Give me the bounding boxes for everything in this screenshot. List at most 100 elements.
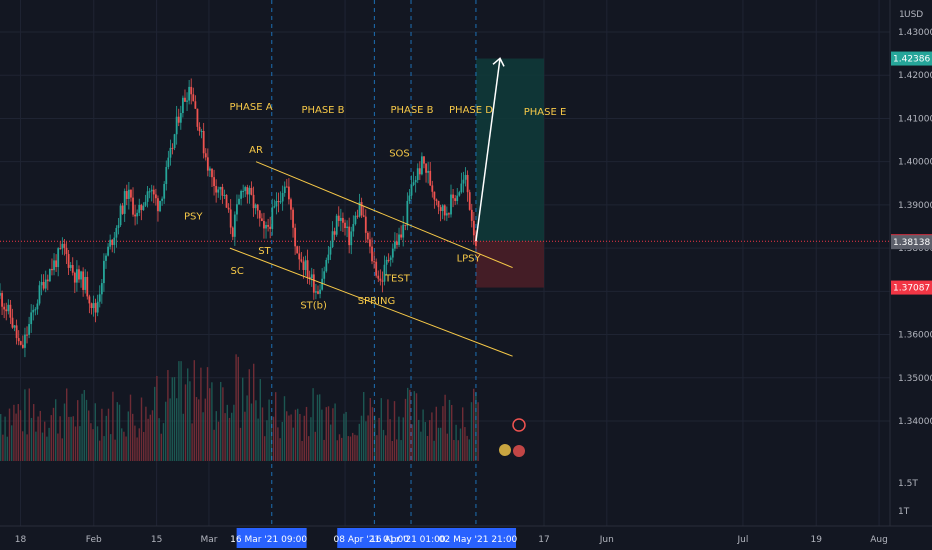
volume-bar <box>292 427 294 461</box>
candle-body <box>356 215 359 217</box>
candle-body <box>113 237 116 245</box>
candle-body <box>86 276 89 297</box>
volume-bar <box>374 415 376 461</box>
event-flag-icon[interactable] <box>499 444 511 456</box>
candle-body <box>217 189 220 193</box>
candle-body <box>165 166 168 185</box>
candle-body <box>454 198 457 201</box>
candle-body <box>435 199 438 201</box>
candle-body <box>400 234 403 238</box>
volume-bar <box>272 416 275 461</box>
phase-label: PHASE D <box>449 105 493 116</box>
volume-bar <box>404 398 407 461</box>
event-flag-icon[interactable] <box>513 445 525 457</box>
event-marker-icon[interactable] <box>512 418 526 432</box>
candle-body <box>344 222 346 229</box>
volume-bar <box>365 421 367 461</box>
candle-body <box>115 227 118 238</box>
volume-bar <box>444 394 446 461</box>
volume-bar <box>213 429 215 461</box>
volume-bar <box>180 361 182 461</box>
volume-bar <box>294 409 297 461</box>
candle-body <box>396 241 398 245</box>
volume-bar <box>235 354 237 461</box>
volume-bar <box>204 398 206 461</box>
volume-bar <box>316 394 319 461</box>
candle-body <box>339 217 342 221</box>
volume-bar <box>156 375 158 461</box>
x-highlight-label: 16 Mar '21 09:00 <box>230 535 307 545</box>
candle-body <box>335 215 338 235</box>
candle-body <box>100 283 103 295</box>
volume-bar <box>429 420 431 461</box>
volume-bar <box>90 423 92 461</box>
volume-bar <box>275 392 277 461</box>
volume-tick-label: 1T <box>898 507 910 517</box>
candle-body <box>246 187 249 195</box>
candle-body <box>433 191 436 200</box>
volume-bar <box>233 404 235 461</box>
volume-bar <box>352 432 354 461</box>
volume-bar <box>371 407 374 461</box>
candle-body <box>38 285 41 304</box>
candle-body <box>252 194 255 209</box>
candle-body <box>130 189 132 198</box>
volume-bar <box>433 440 435 461</box>
volume-bar <box>321 409 323 461</box>
candle-body <box>431 185 434 192</box>
volume-bar <box>477 402 479 461</box>
volume-bar <box>200 367 202 461</box>
candle-body <box>298 253 301 260</box>
candle-body <box>456 195 459 201</box>
candle-body <box>105 255 107 261</box>
candle-body <box>206 157 209 171</box>
y-tick-label: 1.36000 <box>898 331 932 341</box>
volume-bar <box>13 404 15 461</box>
candle-body <box>198 126 201 132</box>
volume-bar <box>424 422 426 461</box>
candle-body <box>53 260 55 271</box>
volume-bar <box>398 416 400 461</box>
volume-bar <box>178 361 180 461</box>
volume-bar <box>382 429 385 461</box>
volume-tick-label: 1.5T <box>898 479 918 489</box>
volume-bar <box>369 398 371 461</box>
volume-bar <box>96 426 99 461</box>
candle-body <box>0 293 1 296</box>
price-tag <box>891 51 932 66</box>
candle-body <box>111 239 114 245</box>
candle-body <box>443 205 446 216</box>
volume-bar <box>349 436 352 461</box>
volume-bar <box>66 388 68 461</box>
volume-bar <box>17 404 19 461</box>
candle-body <box>371 246 373 262</box>
candle-body <box>32 309 35 313</box>
candle-body <box>404 224 407 226</box>
y-tick-label: 1.35000 <box>898 374 932 384</box>
volume-bar <box>125 436 127 461</box>
volume-bar <box>222 387 224 461</box>
volume-bar <box>402 417 404 461</box>
price-tag-label: 1.38138 <box>893 238 930 248</box>
candle-body <box>315 291 317 293</box>
candle-body <box>360 202 363 216</box>
volume-bar <box>378 417 380 461</box>
volume-bar <box>160 433 162 461</box>
volume-bar <box>114 439 116 461</box>
candle-body <box>254 204 257 209</box>
x-tick-label: 19 <box>811 535 823 545</box>
candle-body <box>144 201 147 206</box>
x-tick-label: Jun <box>599 535 614 545</box>
volume-bar <box>187 368 189 461</box>
candle-body <box>177 116 180 123</box>
candle-body <box>140 204 143 211</box>
y-tick-label: 1.39000 <box>898 201 932 211</box>
volume-bar <box>50 415 52 461</box>
volume-bar <box>336 440 338 461</box>
volume-bar <box>411 424 413 461</box>
loss-zone <box>475 241 544 288</box>
candle-body <box>211 168 213 178</box>
volume-bar <box>83 390 85 461</box>
candle-body <box>273 206 276 208</box>
candle-body <box>231 227 234 237</box>
